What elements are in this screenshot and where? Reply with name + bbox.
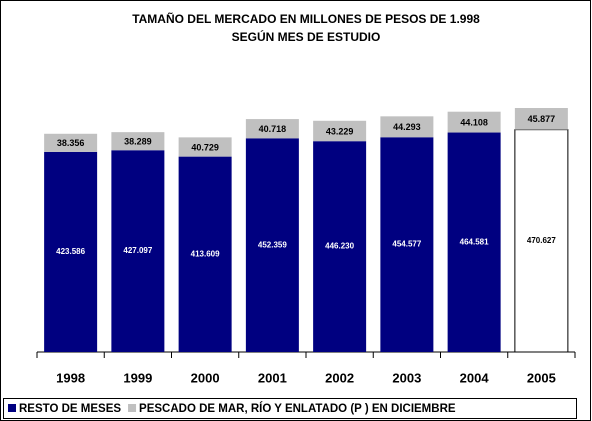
legend-swatch [8,404,16,412]
bar-segment [111,132,165,151]
x-tick-label: 2001 [258,370,287,385]
data-label: 40.718 [259,124,287,134]
data-label: 38.289 [124,137,152,147]
bar-segment [447,111,501,133]
legend-label: PESCADO DE MAR, RÍO Y ENLATADO (P ) EN D… [139,402,456,415]
bar-segment [380,137,434,352]
x-tick-label: 1999 [123,370,152,385]
chart-subtitle: SEGÚN MES DE ESTUDIO [232,29,381,44]
data-label: 413.609 [191,249,220,258]
bar-segment [380,116,434,138]
bar-segment [44,151,98,352]
x-tick-label: 2000 [191,370,220,385]
data-label: 44.108 [460,117,488,127]
data-label: 423.586 [56,247,85,256]
bar-segment [44,133,98,152]
legend-box [3,398,577,419]
data-label: 470.627 [527,236,556,245]
bar-segment [178,156,232,352]
x-tick-label: 2002 [325,370,354,385]
data-label: 43.229 [326,126,354,136]
legend-label: RESTO DE MESES [19,403,121,415]
data-label: 45.877 [528,114,556,124]
bar-segment [111,150,165,352]
data-label: 446.230 [325,242,354,251]
bar-segment [514,108,568,130]
data-label: 40.729 [191,142,219,152]
bar-segment [313,120,367,142]
chart-title: TAMAÑO DEL MERCADO EN MILLONES DE PESOS … [132,11,480,26]
data-label: 38.356 [57,138,85,148]
x-tick-label: 2005 [527,370,556,385]
data-label: 427.097 [123,246,152,255]
x-tick-label: 1998 [56,370,85,385]
data-label: 44.293 [393,122,421,132]
bar-segment [245,138,299,352]
legend-swatch [128,404,137,412]
bar-segment [447,132,501,352]
x-tick-label: 2004 [460,370,490,385]
bar-segment [178,137,232,157]
bar-segment [245,119,299,139]
bar-segment [313,141,367,352]
x-tick-label: 2003 [392,370,421,385]
data-label: 464.581 [460,237,489,246]
data-label: 452.359 [258,240,287,249]
data-label: 454.577 [392,240,421,249]
